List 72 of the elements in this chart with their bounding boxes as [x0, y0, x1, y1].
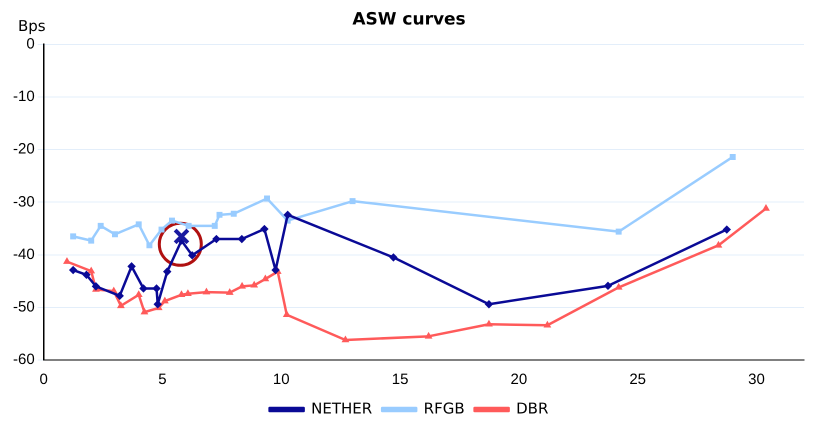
point — [216, 212, 222, 218]
point — [184, 290, 192, 296]
point — [238, 282, 246, 289]
y-tick-label: 0 — [26, 36, 35, 53]
point — [615, 283, 622, 290]
point — [262, 274, 269, 282]
point — [116, 292, 124, 300]
point — [544, 321, 551, 328]
point — [146, 242, 152, 248]
point — [350, 198, 356, 204]
point — [283, 310, 290, 318]
y-tick-label: -50 — [12, 298, 35, 316]
y-axis-title: Bps — [18, 16, 46, 35]
point — [485, 320, 492, 326]
point — [152, 284, 161, 292]
legend-label: RFGB — [424, 399, 465, 418]
point — [730, 154, 736, 160]
point — [604, 282, 612, 290]
point — [212, 235, 220, 244]
point — [762, 204, 770, 211]
point — [82, 270, 90, 279]
point — [484, 300, 493, 308]
point — [140, 308, 148, 314]
point — [389, 253, 398, 262]
point — [616, 228, 622, 235]
point — [128, 262, 136, 270]
point — [70, 233, 76, 240]
y-tick-label: -40 — [12, 246, 35, 263]
point — [139, 284, 148, 292]
point — [425, 332, 432, 339]
y-tick-label: -30 — [12, 193, 35, 210]
point — [135, 290, 142, 298]
point — [88, 267, 95, 274]
legend-label: NETHER — [311, 399, 372, 418]
y-tick-label: -20 — [12, 140, 35, 158]
point — [714, 241, 722, 248]
point — [342, 336, 349, 342]
x-tick-label: 5 — [158, 371, 167, 388]
point — [186, 222, 192, 229]
point — [212, 222, 218, 229]
point — [260, 225, 268, 234]
x-tick-label: 15 — [392, 371, 408, 388]
point — [98, 222, 104, 229]
point — [158, 226, 165, 233]
point — [284, 210, 292, 219]
point — [250, 281, 258, 288]
point — [226, 288, 234, 295]
y-tick-label: -60 — [12, 351, 35, 368]
x-tick-label: 30 — [748, 371, 765, 388]
x-tick-label: 10 — [272, 371, 290, 388]
point — [202, 288, 210, 294]
point — [117, 302, 124, 308]
point — [264, 196, 270, 202]
point — [722, 226, 731, 234]
point — [92, 282, 100, 290]
point — [69, 266, 78, 274]
chart-title: ASW curves — [352, 10, 466, 30]
point — [188, 251, 196, 260]
legend-label: DBR — [516, 399, 548, 418]
x-tick-label: 20 — [510, 371, 528, 388]
point — [169, 218, 175, 224]
point — [63, 258, 70, 264]
point — [163, 268, 172, 276]
x-tick-label: 25 — [629, 371, 646, 388]
point — [238, 235, 246, 244]
y-tick-label: -10 — [12, 88, 35, 106]
x-tick-label: 0 — [40, 371, 48, 388]
point — [161, 297, 168, 304]
point — [112, 231, 118, 238]
point — [136, 221, 142, 228]
point — [88, 238, 94, 244]
point — [154, 300, 162, 308]
